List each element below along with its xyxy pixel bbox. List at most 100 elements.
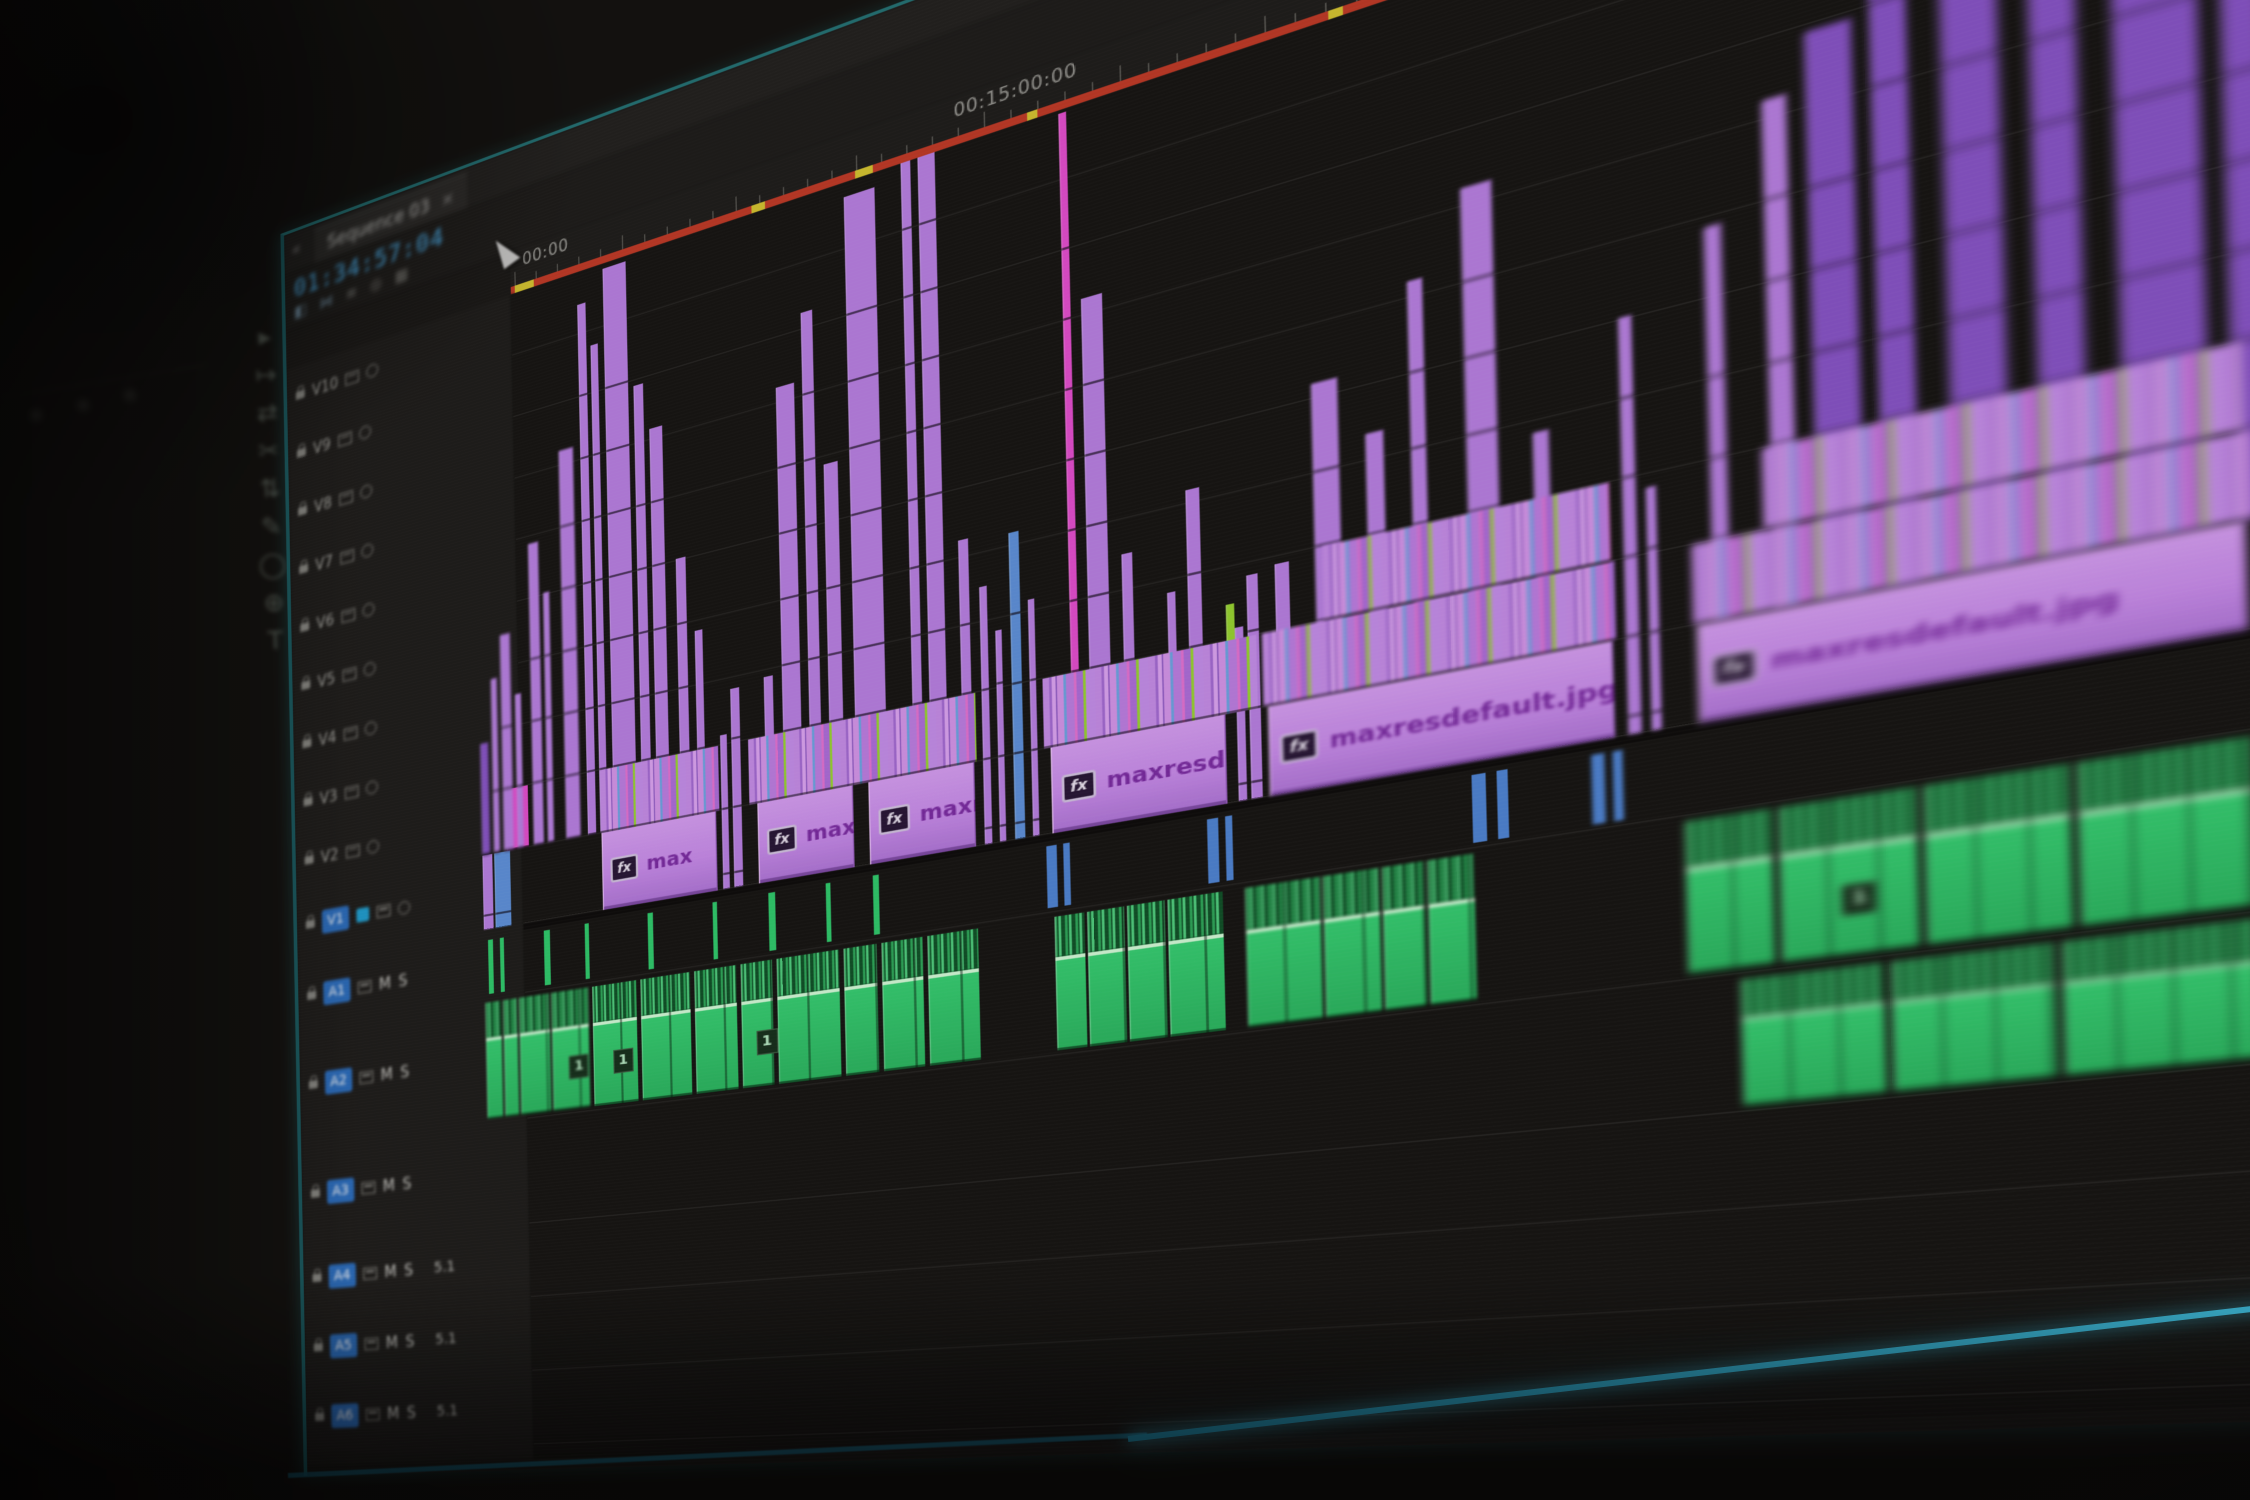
audio-clip[interactable] <box>584 923 590 980</box>
sync-lock-icon[interactable] <box>345 368 360 386</box>
audio-clip[interactable] <box>825 882 832 943</box>
audio-clip[interactable] <box>712 901 719 960</box>
sync-lock-icon[interactable] <box>344 784 359 800</box>
audio-clip[interactable] <box>1126 900 1168 1042</box>
solo-button[interactable]: S <box>402 1174 412 1194</box>
video-clip[interactable] <box>1617 314 1642 736</box>
video-clip[interactable] <box>494 850 512 929</box>
lock-icon[interactable] <box>307 986 317 1001</box>
sync-lock-icon[interactable] <box>341 607 356 623</box>
sync-lock-icon[interactable] <box>361 1181 376 1195</box>
lock-icon[interactable] <box>298 500 308 516</box>
track-select-tool-icon[interactable]: ↦ <box>255 359 277 390</box>
mute-button[interactable]: M <box>385 1333 399 1353</box>
track-target-badge[interactable]: A4 <box>328 1262 357 1289</box>
audio-clip[interactable] <box>1225 815 1234 881</box>
lock-icon[interactable] <box>310 1184 320 1198</box>
track-output-icon[interactable] <box>362 601 375 618</box>
audio-clip[interactable] <box>1087 906 1128 1047</box>
video-clip[interactable] <box>602 261 638 831</box>
lock-icon[interactable] <box>296 442 306 458</box>
sync-lock-icon[interactable] <box>357 979 372 995</box>
linked-selection-icon[interactable]: ⋈ <box>319 290 334 313</box>
video-clip[interactable] <box>917 152 949 771</box>
video-clip[interactable] <box>482 853 494 931</box>
solo-button[interactable]: S <box>405 1332 415 1351</box>
lock-icon[interactable] <box>304 849 314 865</box>
audio-clip[interactable] <box>776 949 842 1084</box>
video-clip[interactable] <box>730 687 744 888</box>
sync-lock-icon[interactable] <box>343 725 358 741</box>
audio-clip[interactable] <box>640 971 693 1101</box>
audio-clip[interactable] <box>1046 844 1059 909</box>
mute-button[interactable]: M <box>380 1064 393 1085</box>
video-clip[interactable] <box>720 734 730 890</box>
video-clip[interactable] <box>1008 530 1026 840</box>
razor-tool-icon[interactable]: ✂ <box>257 435 280 466</box>
solo-button[interactable]: S <box>398 970 408 991</box>
video-clip[interactable] <box>995 629 1007 843</box>
track-target-badge[interactable]: V1 <box>321 905 350 935</box>
audio-clip[interactable] <box>1063 842 1072 906</box>
audio-clip[interactable] <box>518 993 552 1116</box>
selection-tool-icon[interactable]: ▸ <box>257 321 272 352</box>
snap-magnet-icon[interactable]: ◧ <box>294 299 308 322</box>
track-target-badge[interactable]: A2 <box>324 1067 353 1095</box>
hand-tool-icon[interactable]: ◯ <box>258 549 288 580</box>
sync-lock-icon[interactable] <box>363 1266 378 1281</box>
audio-clip[interactable] <box>1167 891 1226 1037</box>
audio-clip[interactable] <box>2061 918 2250 1077</box>
audio-clip[interactable] <box>768 891 777 951</box>
audio-clip[interactable] <box>1206 817 1220 884</box>
audio-clip[interactable] <box>1496 769 1510 840</box>
audio-clip[interactable] <box>1890 942 2058 1093</box>
video-clip[interactable]: fx maxr <box>757 785 855 884</box>
lock-icon[interactable] <box>299 558 309 574</box>
track-output-icon[interactable] <box>361 542 374 559</box>
lock-icon[interactable] <box>312 1268 322 1283</box>
audio-clip[interactable] <box>927 928 981 1066</box>
track-output-icon[interactable] <box>358 424 371 441</box>
zoom-tool-icon[interactable]: ⊕ <box>262 587 285 618</box>
mute-button[interactable]: M <box>384 1262 397 1282</box>
ripple-edit-tool-icon[interactable]: ⇄ <box>256 397 279 428</box>
audio-clip[interactable] <box>485 1000 504 1120</box>
audio-clip[interactable] <box>1322 867 1383 1019</box>
track-target-badge[interactable]: A1 <box>323 977 351 1006</box>
audio-clip[interactable] <box>1427 853 1478 1006</box>
audio-clip[interactable]: 1 <box>1778 786 1921 964</box>
lock-icon[interactable] <box>315 1407 325 1422</box>
video-clip[interactable] <box>558 446 581 840</box>
track-output-icon[interactable] <box>363 661 376 678</box>
sync-lock-icon[interactable] <box>359 1070 374 1085</box>
video-clip[interactable] <box>1027 598 1040 837</box>
audio-clip[interactable] <box>1684 808 1776 975</box>
pen-tool-icon[interactable]: ✎ <box>260 511 283 542</box>
lock-icon[interactable] <box>295 384 305 400</box>
video-clip[interactable] <box>843 187 888 785</box>
audio-clip[interactable] <box>881 936 926 1072</box>
audio-clip[interactable] <box>1740 962 1887 1107</box>
type-tool-icon[interactable]: T <box>267 625 284 656</box>
audio-clip[interactable] <box>843 943 880 1076</box>
audio-clip[interactable] <box>647 912 654 970</box>
panel-collapse-icon[interactable]: « <box>291 237 302 262</box>
close-icon[interactable]: × <box>440 186 455 211</box>
nest-indicator-icon[interactable]: ▦ <box>394 263 409 287</box>
lock-icon[interactable] <box>305 914 315 929</box>
slip-tool-icon[interactable]: ⇅ <box>259 473 281 504</box>
audio-clip[interactable] <box>543 929 551 986</box>
sync-lock-icon[interactable] <box>342 666 357 682</box>
sync-lock-icon[interactable] <box>376 903 391 919</box>
audio-clip[interactable] <box>1591 752 1606 825</box>
audio-clip[interactable] <box>2076 735 2250 928</box>
audio-clip[interactable] <box>1245 876 1324 1028</box>
lock-icon[interactable] <box>308 1075 318 1090</box>
track-output-icon[interactable] <box>366 362 379 380</box>
audio-clip[interactable]: 1 <box>740 959 779 1089</box>
video-clip[interactable] <box>1058 111 1081 744</box>
audio-clip[interactable] <box>1381 860 1428 1011</box>
audio-clip[interactable] <box>1612 749 1625 822</box>
track-output-icon[interactable] <box>359 483 373 500</box>
mute-button[interactable]: M <box>382 1176 396 1196</box>
